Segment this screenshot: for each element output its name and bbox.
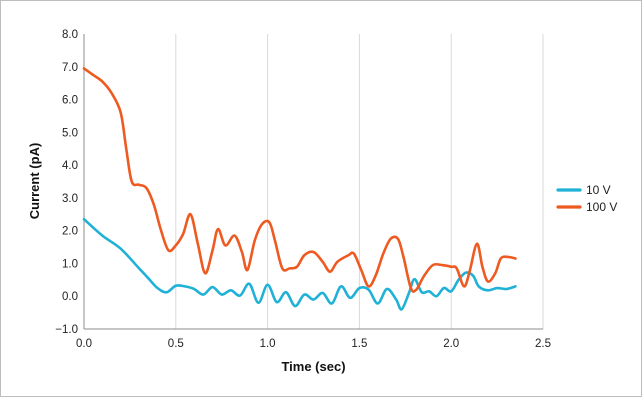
x-tick-label: 2.0 [443,338,459,350]
y-tick-label: 7.0 [62,62,78,74]
y-tick-label: 1.0 [62,258,78,270]
gridlines [175,34,544,329]
x-tick-label: 1.0 [260,338,276,350]
y-tick-label: −1.0 [55,324,78,336]
x-tick-label: 0.5 [168,338,184,350]
legend-label: 10 V [586,183,611,197]
y-tick-label: 8.0 [62,29,78,41]
x-tick-label: 2.5 [535,338,551,350]
x-axis-title: Time (sec) [281,359,345,374]
x-tick-label: 0.0 [76,338,92,350]
y-axis-title: Current (pA) [27,143,42,220]
series-line-100v [82,67,517,293]
x-tick-labels: 0.0 0.5 1.0 1.5 2.0 2.5 [76,338,551,350]
y-tick-label: 3.0 [62,193,78,205]
y-tick-label: 5.0 [62,127,78,139]
y-tick-label: 6.0 [62,95,78,107]
x-tick-label: 1.5 [351,338,367,350]
y-tick-label: 2.0 [62,226,78,238]
y-tick-label: 0.0 [62,291,78,303]
legend-label: 100 V [586,200,617,214]
y-tick-labels: −1.0 0.0 1.0 2.0 3.0 4.0 5.0 6.0 7.0 8.0 [55,29,78,336]
series-line-10v [82,217,517,311]
y-tick-label: 4.0 [62,160,78,172]
legend: 10 V 100 V [556,183,617,214]
series-lines [82,67,517,311]
axes [83,34,543,330]
